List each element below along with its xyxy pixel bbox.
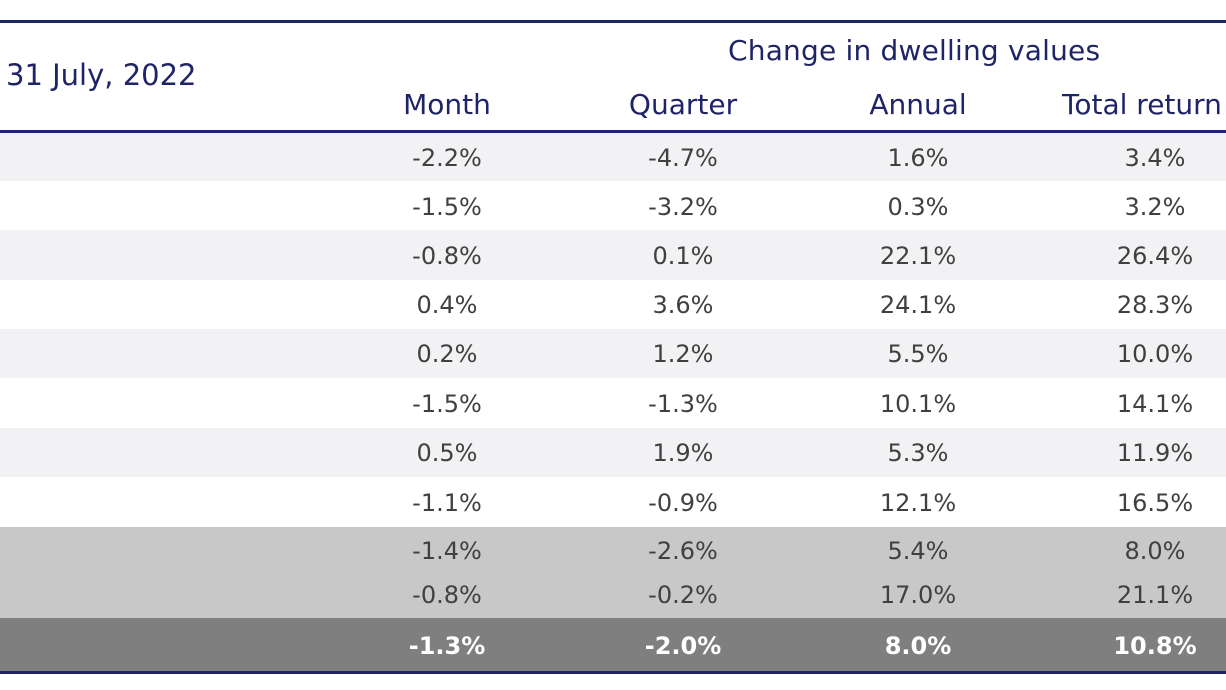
cell-total-return: 11.9% [1116, 439, 1194, 467]
cell-month: 0.4% [416, 291, 478, 319]
cell-annual: 17.0% [879, 581, 957, 609]
cell-total-return: 14.1% [1116, 390, 1194, 418]
cell-total-return: 8.0% [1124, 537, 1186, 565]
header-rule [0, 130, 1226, 133]
cell-month: -0.8% [412, 242, 482, 270]
column-header-month: Month [403, 88, 491, 121]
cell-quarter: -1.3% [648, 390, 718, 418]
cell-total-return: 16.5% [1116, 489, 1194, 517]
cell-annual: 10.1% [879, 390, 957, 418]
cell-quarter: 0.1% [652, 242, 714, 270]
table-row: -1.5% -1.3% 10.1% 14.1% [0, 378, 1226, 428]
cell-quarter: 3.6% [652, 291, 714, 319]
top-rule [0, 20, 1226, 23]
cell-annual: 1.6% [887, 144, 949, 172]
cell-annual: 12.1% [879, 489, 957, 517]
cell-quarter: -4.7% [648, 144, 718, 172]
cell-month: 0.2% [416, 340, 478, 368]
cell-annual: 5.5% [887, 340, 949, 368]
cell-month: -1.5% [412, 390, 482, 418]
column-header-quarter: Quarter [628, 88, 738, 121]
cell-total-return: 26.4% [1116, 242, 1194, 270]
table-row: 0.2% 1.2% 5.5% 10.0% [0, 329, 1226, 378]
cell-total-return: 10.8% [1113, 632, 1197, 660]
cell-month: -1.5% [412, 193, 482, 221]
bottom-rule [0, 671, 1226, 674]
cell-annual: 5.4% [887, 537, 949, 565]
cell-total-return: 10.0% [1116, 340, 1194, 368]
cell-total-return: 28.3% [1116, 291, 1194, 319]
cell-quarter: -0.9% [648, 489, 718, 517]
table-row: -1.5% -3.2% 0.3% 3.2% [0, 181, 1226, 230]
table-row: 0.4% 3.6% 24.1% 28.3% [0, 280, 1226, 329]
cell-month: 0.5% [416, 439, 478, 467]
cell-total-return: 21.1% [1116, 581, 1194, 609]
cell-quarter: -2.6% [648, 537, 718, 565]
column-header-annual: Annual [869, 88, 967, 121]
cell-annual: 24.1% [879, 291, 957, 319]
as-at-date: 31 July, 2022 [6, 58, 197, 92]
group-title: Change in dwelling values [728, 34, 1101, 67]
cell-month: -1.4% [412, 537, 482, 565]
table-row: 0.5% 1.9% 5.3% 11.9% [0, 428, 1226, 477]
cell-annual: 22.1% [879, 242, 957, 270]
table-row-total: -1.3% -2.0% 8.0% 10.8% [0, 618, 1226, 671]
table-row: -1.4% -2.6% 5.4% 8.0% [0, 527, 1226, 573]
cell-total-return: 3.4% [1124, 144, 1186, 172]
cell-total-return: 3.2% [1124, 193, 1186, 221]
cell-month: -0.8% [412, 581, 482, 609]
cell-month: -2.2% [412, 144, 482, 172]
cell-annual: 0.3% [887, 193, 949, 221]
table-row: -0.8% 0.1% 22.1% 26.4% [0, 230, 1226, 280]
cell-quarter: -2.0% [644, 632, 722, 660]
cell-quarter: 1.2% [652, 340, 714, 368]
table-row: -2.2% -4.7% 1.6% 3.4% [0, 133, 1226, 181]
table-row: -0.8% -0.2% 17.0% 21.1% [0, 573, 1226, 618]
cell-month: -1.1% [412, 489, 482, 517]
cell-quarter: -0.2% [648, 581, 718, 609]
cell-quarter: -3.2% [648, 193, 718, 221]
column-header-total-return: Total return [1062, 88, 1222, 121]
cell-month: -1.3% [408, 632, 486, 660]
table-row: -1.1% -0.9% 12.1% 16.5% [0, 477, 1226, 527]
cell-annual: 8.0% [884, 632, 952, 660]
cell-annual: 5.3% [887, 439, 949, 467]
cell-quarter: 1.9% [652, 439, 714, 467]
